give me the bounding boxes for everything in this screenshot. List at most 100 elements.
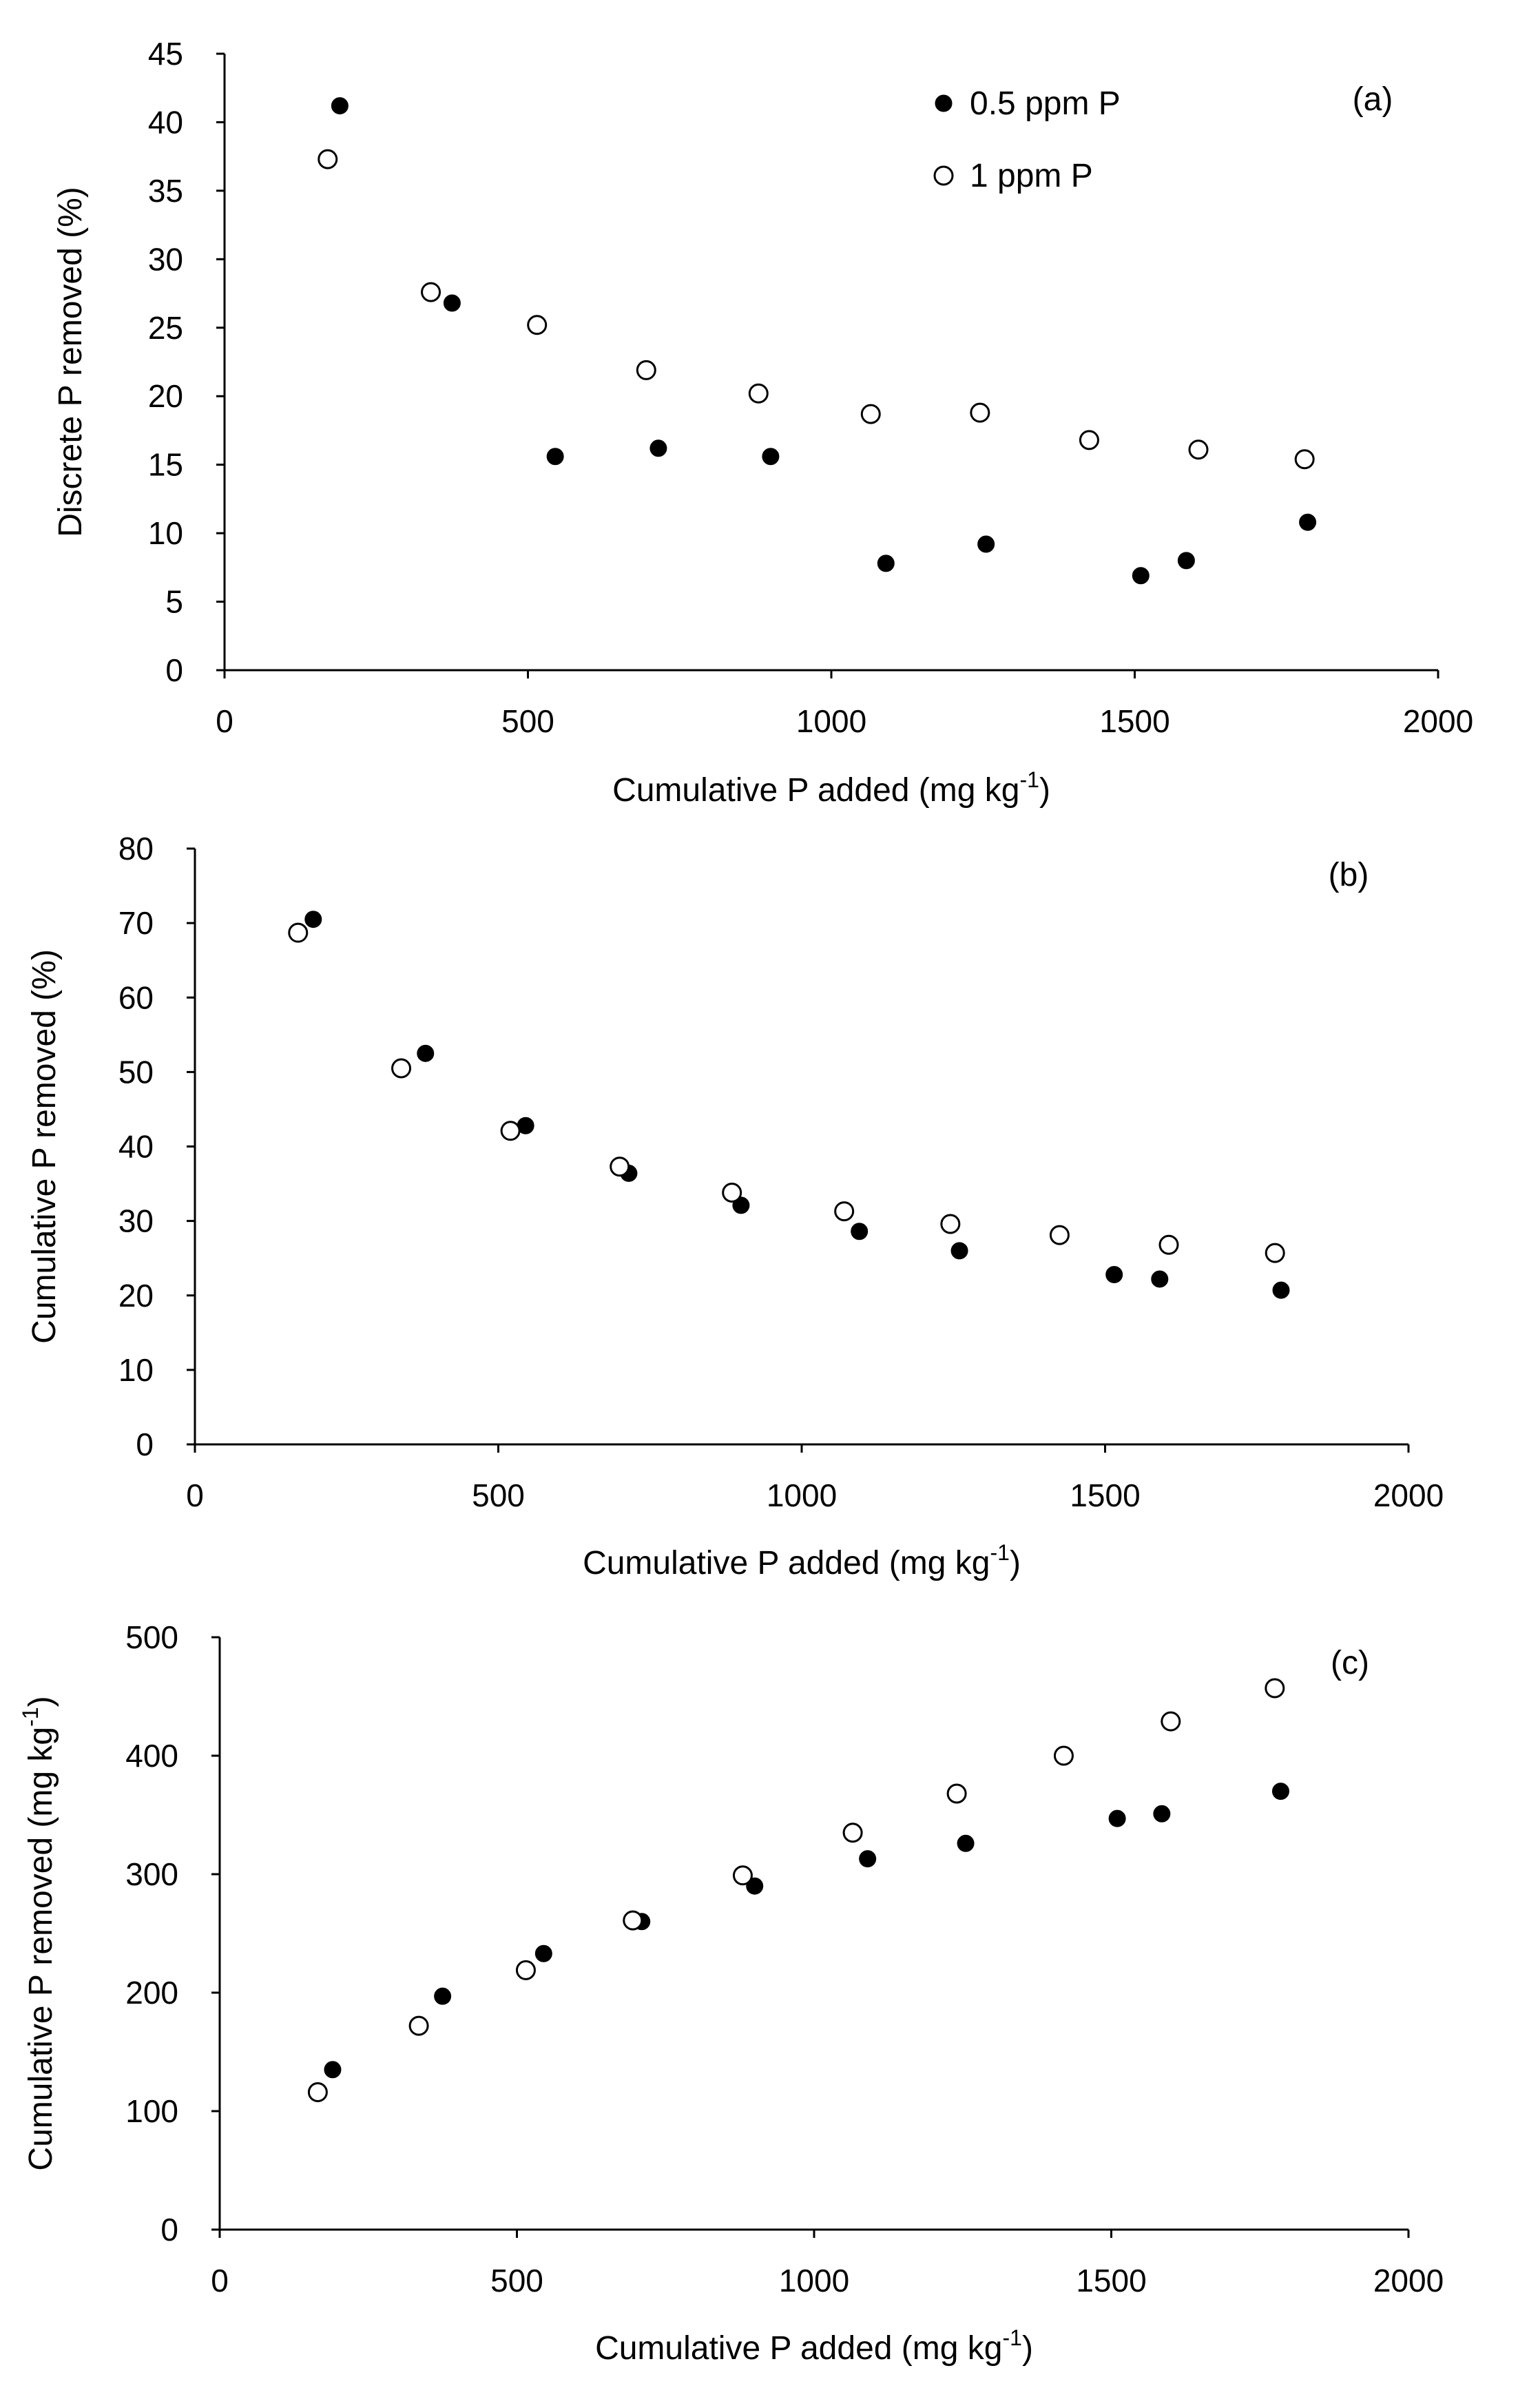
x-axis-title: Cumulative P added (mg kg-1) <box>612 767 1050 809</box>
data-point-0.5ppm <box>1177 552 1195 570</box>
y-tick-label: 30 <box>118 1203 154 1239</box>
data-point-1ppm <box>722 1183 742 1203</box>
data-point-0.5ppm <box>877 554 895 572</box>
chart-panel-c: 0 100 200 300 400 500 0 500 1000 1500 2000 Cumulati… <box>18 1619 1444 2367</box>
x-tick-label: 0 <box>186 1477 204 1513</box>
y-tick-label: 100 <box>125 2093 178 2129</box>
data-point-1ppm <box>610 1156 630 1177</box>
x-tick-label: 1000 <box>796 703 866 739</box>
data-point-0.5ppm <box>1153 1805 1171 1823</box>
y-tick-label: 300 <box>125 1856 178 1892</box>
y-tick-label: 40 <box>118 1129 154 1165</box>
data-point-0.5ppm <box>977 535 995 553</box>
data-point-0.5ppm <box>1299 513 1317 531</box>
y-tick-label: 50 <box>118 1054 154 1090</box>
data-point-1ppm <box>842 1823 863 1843</box>
legend-marker-open <box>933 165 954 186</box>
panel-label: (a) <box>1353 81 1393 118</box>
data-point-1ppm <box>500 1121 521 1141</box>
panel-label: (c) <box>1331 1645 1369 1681</box>
y-tick-label: 200 <box>125 1975 178 2011</box>
data-point-1ppm <box>940 1214 961 1234</box>
data-point-1ppm <box>307 2082 328 2102</box>
x-tick-label: 0 <box>216 703 233 739</box>
y-tick-label: 45 <box>148 36 183 72</box>
y-tick-label: 10 <box>148 515 183 551</box>
y-tick-label: 0 <box>165 652 183 688</box>
data-point-1ppm <box>1265 1243 1285 1263</box>
data-point-1ppm <box>970 402 990 423</box>
x-tick-label: 1000 <box>767 1477 837 1513</box>
data-point-1ppm <box>860 404 881 424</box>
y-axis-title: Cumulative P removed (%) <box>26 949 63 1344</box>
data-point-0.5ppm <box>1151 1270 1169 1288</box>
data-point-0.5ppm <box>324 2061 342 2079</box>
x-tick-label: 500 <box>472 1477 525 1513</box>
x-tick-label: 1500 <box>1070 1477 1140 1513</box>
data-point-1ppm <box>748 383 769 404</box>
data-point-0.5ppm <box>950 1242 968 1260</box>
legend: 0.5 ppm P 1 ppm P <box>933 85 1121 194</box>
data-point-1ppm <box>732 1865 753 1886</box>
x-tick-label: 500 <box>490 2263 543 2298</box>
data-point-1ppm <box>1079 430 1099 450</box>
y-tick-label: 80 <box>118 831 154 866</box>
data-point-0.5ppm <box>746 1877 764 1895</box>
data-point-1ppm <box>391 1058 412 1079</box>
data-point-1ppm <box>515 1960 536 1980</box>
data-point-0.5ppm <box>443 294 461 312</box>
y-tick-label: 5 <box>165 584 183 620</box>
y-tick-label: 0 <box>136 1426 154 1462</box>
x-axis-title: Cumulative P added (mg kg-1) <box>595 2325 1033 2367</box>
y-tick-label: 0 <box>160 2212 178 2248</box>
data-point-1ppm <box>1265 1678 1285 1699</box>
data-point-1ppm <box>636 360 656 380</box>
legend-marker-filled <box>935 94 953 112</box>
data-point-1ppm <box>1053 1745 1074 1766</box>
x-tick-label: 2000 <box>1373 2263 1444 2298</box>
x-axis-title: Cumulative P added (mg kg-1) <box>583 1540 1021 1581</box>
y-tick-label: 20 <box>118 1278 154 1314</box>
data-point-0.5ppm <box>417 1044 435 1062</box>
chart-panel-b: 0 10 20 30 40 50 60 70 80 0 500 1000 1500 2000 Cumulat… <box>26 831 1444 1581</box>
data-point-0.5ppm <box>534 1944 552 1962</box>
y-tick-label: 500 <box>125 1619 178 1655</box>
data-point-0.5ppm <box>546 448 564 466</box>
data-point-0.5ppm <box>304 911 322 928</box>
y-tick-label: 70 <box>118 905 154 941</box>
data-point-1ppm <box>1161 1711 1181 1732</box>
data-point-1ppm <box>1049 1225 1070 1245</box>
x-tick-label: 1500 <box>1076 2263 1146 2298</box>
data-point-0.5ppm <box>1108 1809 1126 1827</box>
data-point-0.5ppm <box>1272 1281 1290 1299</box>
data-point-0.5ppm <box>649 439 667 457</box>
x-tick-label: 0 <box>211 2263 229 2298</box>
data-point-1ppm <box>318 149 338 169</box>
x-tick-label: 500 <box>501 703 554 739</box>
y-tick-label: 10 <box>118 1352 154 1388</box>
data-point-1ppm <box>408 2015 429 2036</box>
y-tick-label: 35 <box>148 173 183 209</box>
x-tick-label: 1000 <box>779 2263 849 2298</box>
y-axis-title: Cumulative P removed (mg kg-1) <box>18 1696 59 2170</box>
x-tick-label: 1500 <box>1099 703 1169 739</box>
data-point-1ppm <box>834 1201 855 1222</box>
data-point-0.5ppm <box>331 97 349 115</box>
data-point-1ppm <box>1294 449 1315 470</box>
x-tick-label: 2000 <box>1403 703 1473 739</box>
y-tick-label: 30 <box>148 241 183 277</box>
data-point-0.5ppm <box>1105 1265 1123 1283</box>
legend-label: 1 ppm P <box>970 158 1093 194</box>
data-point-0.5ppm <box>434 1987 452 2005</box>
data-point-1ppm <box>288 922 309 943</box>
y-tick-label: 25 <box>148 310 183 346</box>
data-point-0.5ppm <box>1271 1783 1289 1800</box>
data-point-0.5ppm <box>851 1223 869 1241</box>
data-point-0.5ppm <box>859 1850 877 1868</box>
y-tick-label: 20 <box>148 378 183 414</box>
data-point-1ppm <box>527 315 548 335</box>
y-tick-label: 60 <box>118 979 154 1015</box>
chart-panel-a: 0 5 10 15 20 25 30 35 40 45 0 500 1000 1500 2000 Cumula… <box>52 36 1473 809</box>
data-point-1ppm <box>623 1910 643 1931</box>
